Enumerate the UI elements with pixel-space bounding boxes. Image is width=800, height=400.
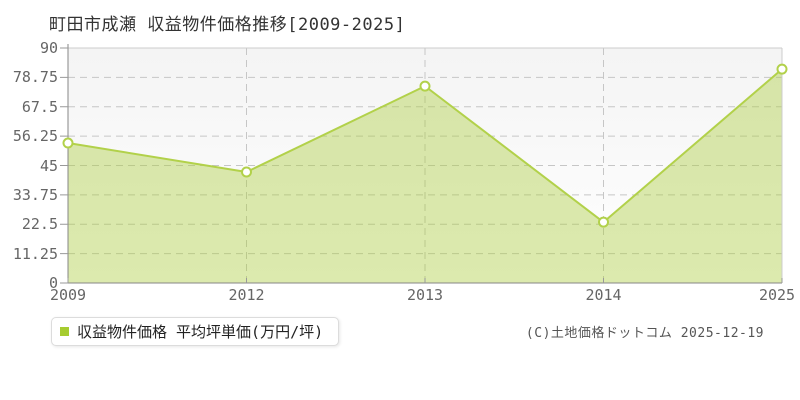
- copyright-text: (C)土地価格ドットコム 2025-12-19: [525, 326, 764, 341]
- y-axis-label: 90: [39, 39, 58, 57]
- x-axis-label: 2025: [758, 286, 796, 304]
- y-axis-label: 67.5: [21, 97, 58, 116]
- y-axis-label: 33.75: [12, 185, 58, 204]
- y-axis-label: 0: [48, 274, 58, 292]
- x-axis-label: 2013: [406, 286, 444, 304]
- x-axis-label: 2014: [585, 286, 622, 304]
- y-axis-label: 78.75: [12, 68, 58, 87]
- chart-title: 町田市成瀬 収益物件価格推移[2009-2025]: [49, 15, 406, 35]
- legend-label: 収益物件価格 平均坪単価(万円/坪): [77, 323, 324, 341]
- x-axis-label: 2009: [49, 286, 87, 304]
- x-axis-label: 2012: [228, 286, 265, 304]
- series-area: [68, 69, 782, 284]
- y-axis-label: 56.25: [12, 127, 58, 146]
- y-axis-label: 11.25: [12, 244, 58, 263]
- series-marker-icon: [60, 327, 69, 336]
- data-point: [62, 137, 74, 149]
- data-point: [598, 216, 609, 228]
- y-axis-label: 22.5: [21, 215, 58, 234]
- y-axis-label: 45: [39, 156, 58, 175]
- data-point: [776, 63, 788, 75]
- legend: 収益物件価格 平均坪単価(万円/坪): [51, 317, 340, 346]
- data-point: [241, 166, 252, 178]
- data-point: [419, 80, 431, 92]
